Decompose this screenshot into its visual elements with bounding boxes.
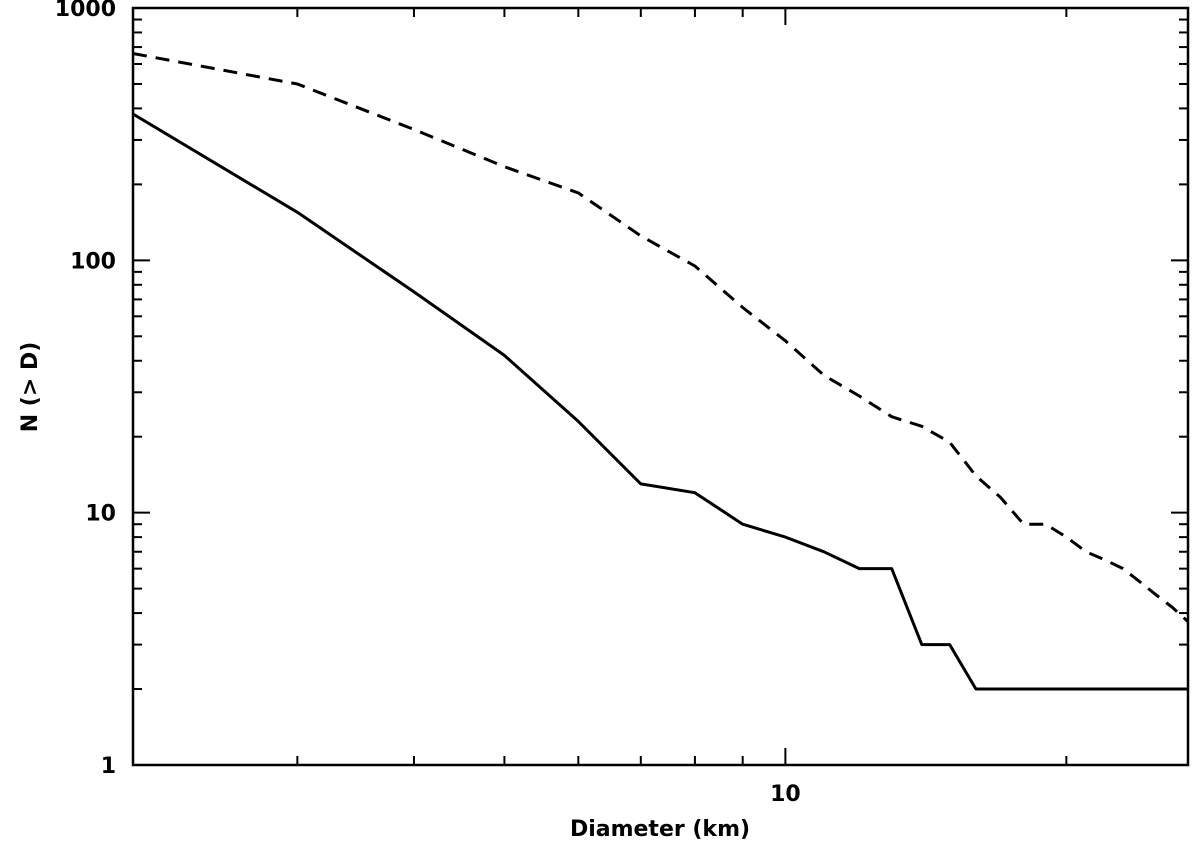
y-tick-label: 100: [70, 249, 116, 274]
series-layer: [132, 52, 1190, 691]
y-tick-label: 1000: [55, 0, 116, 22]
y-axis-label: N (> D): [18, 342, 43, 433]
solid-series-line: [132, 112, 1188, 691]
dashed-series-line: [132, 52, 1190, 623]
y-tick-label: 10: [85, 502, 116, 527]
plot-frame: [131, 6, 1190, 767]
axis-tick-labels: 1 10 100 1000 10: [55, 0, 801, 807]
x-axis-label: Diameter (km): [570, 817, 750, 842]
x-tick-label: 10: [770, 782, 801, 807]
axis-ticks: [132, 7, 1188, 766]
y-tick-label: 1: [101, 754, 116, 779]
